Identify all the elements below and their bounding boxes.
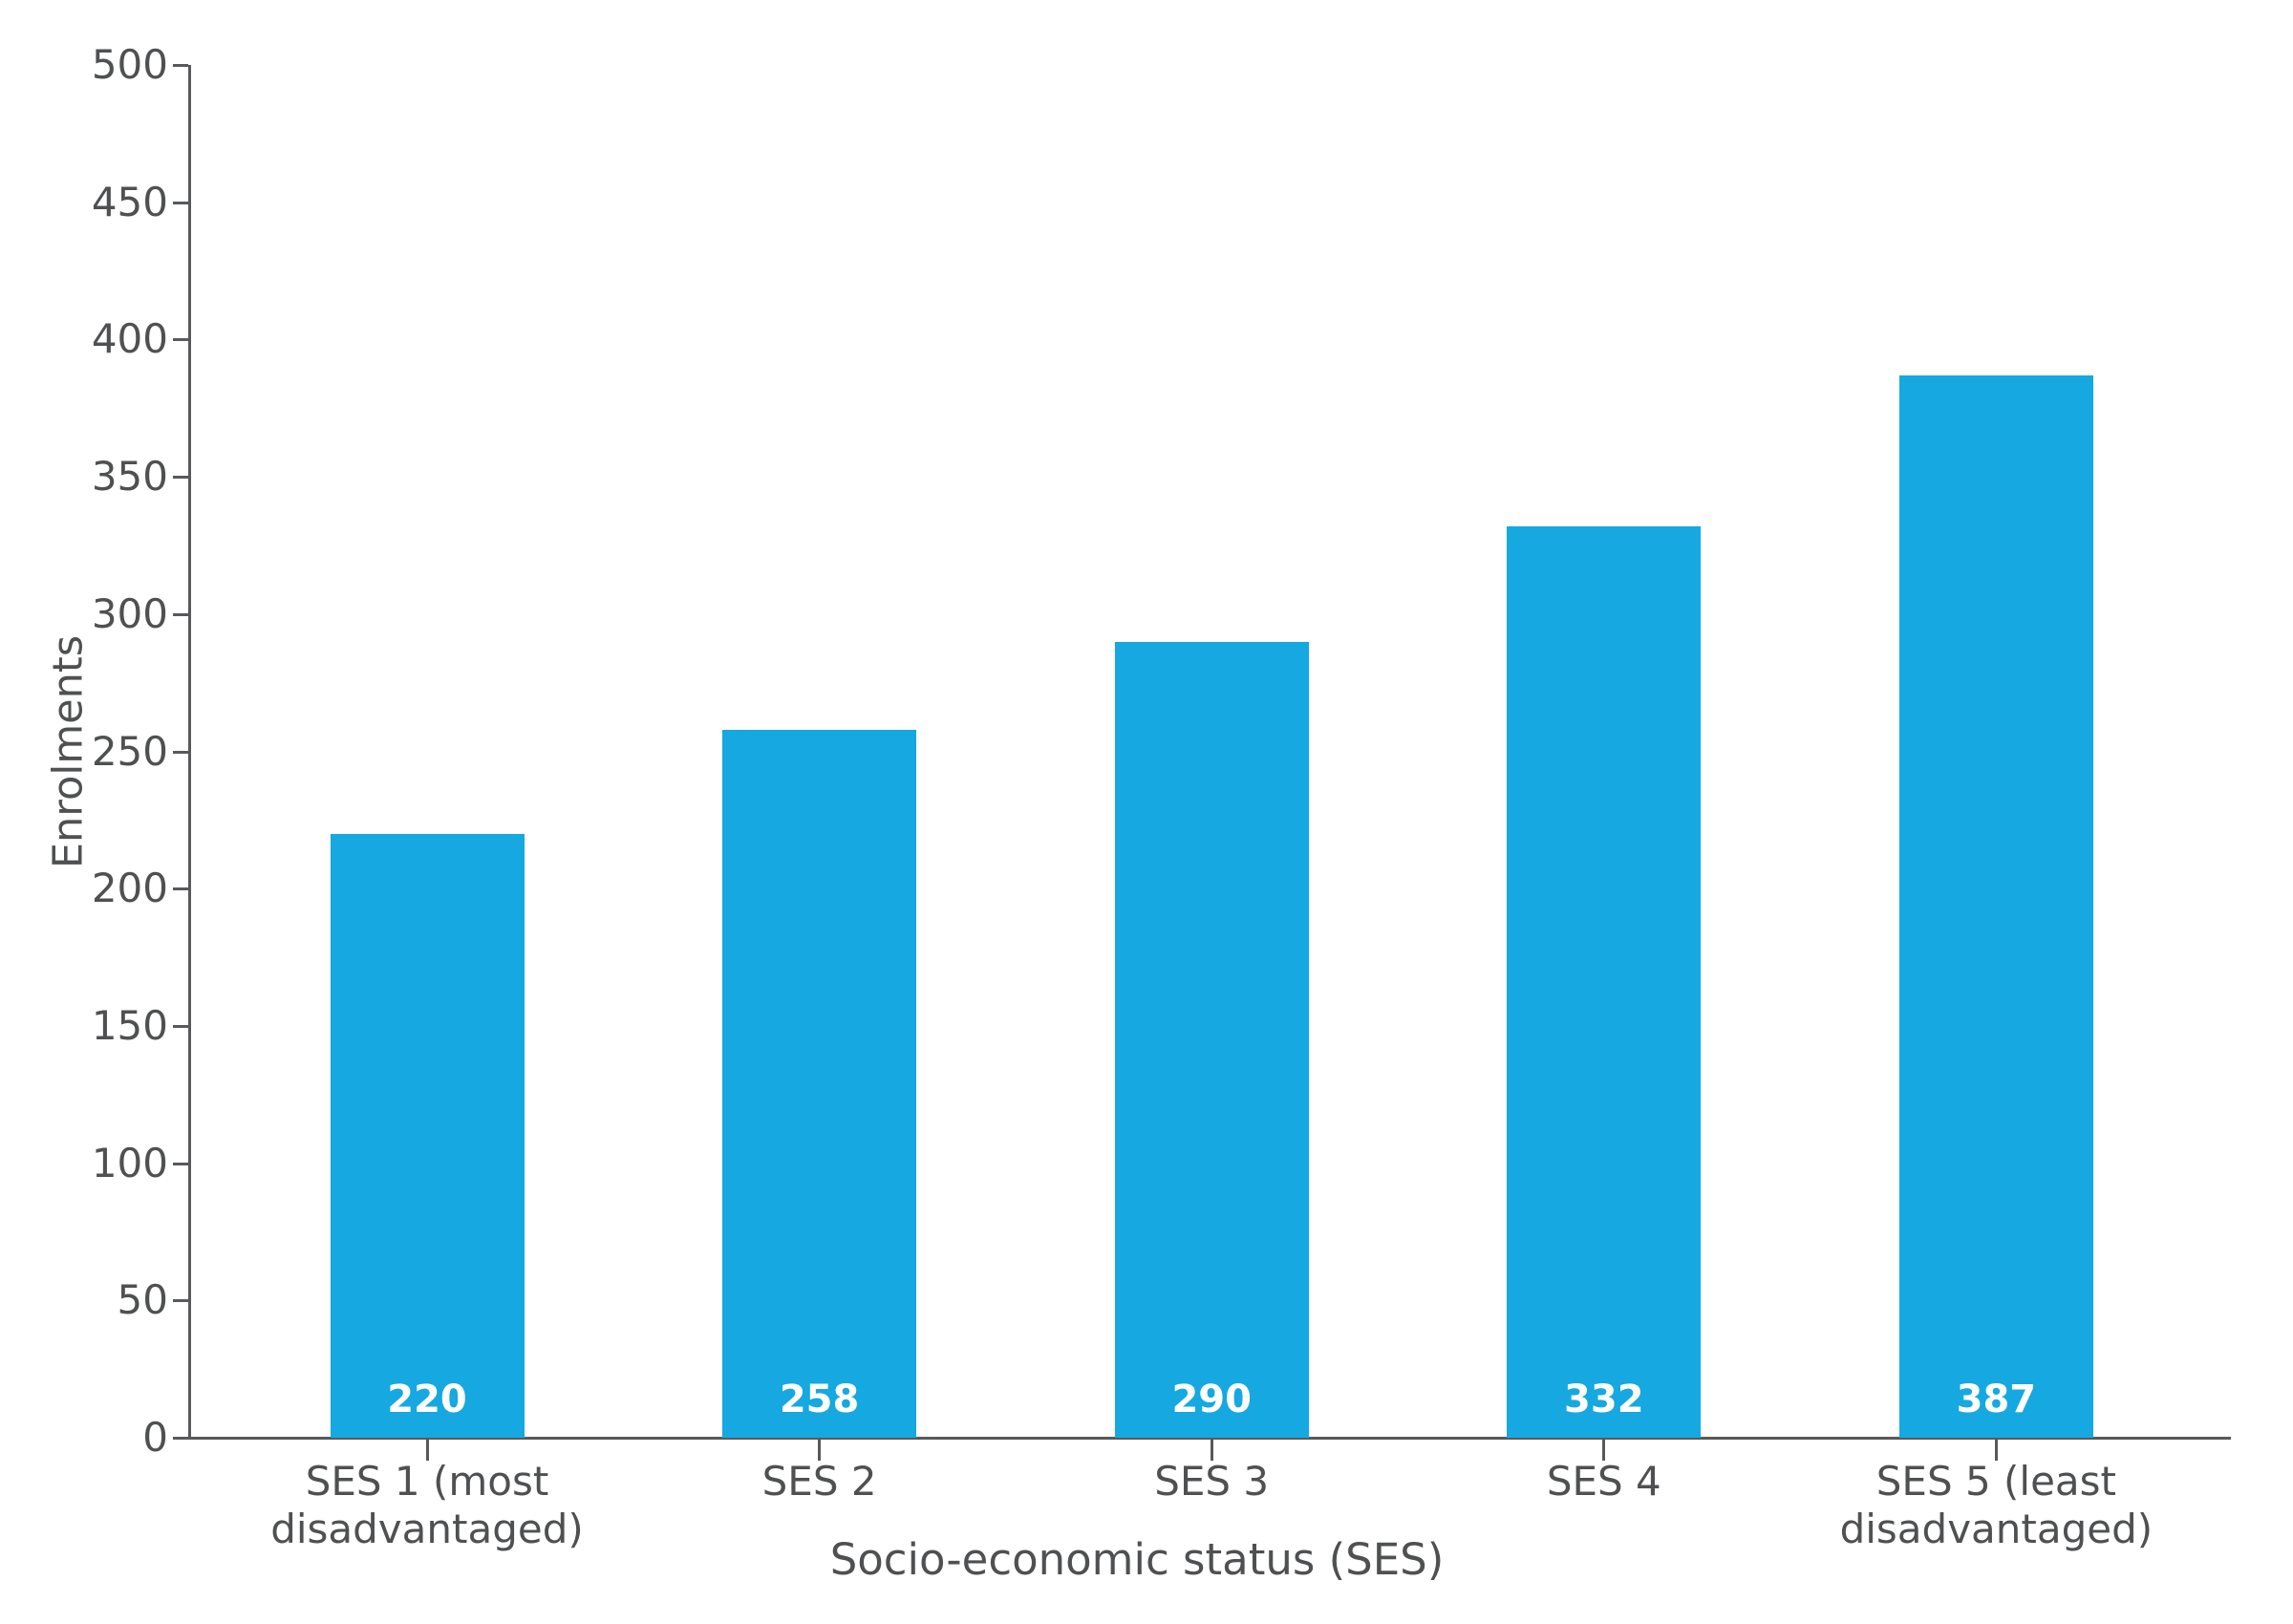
- y-axis-tick: [173, 1024, 188, 1028]
- bar-value-label: 387: [1956, 1377, 2037, 1421]
- y-axis-tick: [173, 201, 188, 204]
- y-axis-tick-label: 50: [117, 1276, 168, 1324]
- y-axis-tick: [173, 64, 188, 67]
- y-axis-tick: [173, 476, 188, 480]
- bar-value-label: 220: [387, 1377, 467, 1421]
- x-axis-line: [188, 1437, 2231, 1440]
- y-axis-tick-label: 200: [91, 865, 168, 912]
- x-axis-tick: [1210, 1440, 1213, 1461]
- x-axis-tick: [818, 1440, 822, 1461]
- y-axis-tick-label: 150: [91, 1001, 168, 1049]
- bar-value-label: 290: [1171, 1377, 1252, 1421]
- y-axis-tick-label: 0: [142, 1414, 168, 1461]
- y-axis-tick: [173, 1437, 188, 1440]
- y-axis-tick: [173, 338, 188, 342]
- y-axis-tick-label: 450: [91, 178, 168, 225]
- x-axis-tick: [425, 1440, 429, 1461]
- x-axis-title: Socio-economic status (SES): [829, 1534, 1445, 1585]
- y-axis-tick: [173, 750, 188, 754]
- y-axis-tick-label: 250: [91, 727, 168, 775]
- y-axis-tick-label: 400: [91, 315, 168, 363]
- y-axis-tick: [173, 1162, 188, 1165]
- x-category-label: SES 3: [1154, 1458, 1270, 1505]
- x-category-label: SES 4: [1546, 1458, 1661, 1505]
- bar-value-label: 332: [1564, 1377, 1644, 1421]
- y-axis-tick-label: 350: [91, 453, 168, 501]
- y-axis-tick-label: 300: [91, 589, 168, 637]
- y-axis-tick-label: 500: [91, 41, 168, 88]
- bar-ses-3: 290: [1114, 641, 1309, 1438]
- y-axis-tick: [173, 612, 188, 616]
- y-axis-tick: [173, 887, 188, 891]
- bar-value-label: 258: [779, 1377, 860, 1421]
- x-axis-tick: [1602, 1440, 1606, 1461]
- x-category-label: SES 5 (least disadvantaged): [1839, 1458, 2154, 1553]
- x-axis-tick: [1994, 1440, 1998, 1461]
- bar-ses-2: 258: [722, 729, 917, 1438]
- bar-ses-1: 220: [330, 833, 525, 1438]
- y-axis-line: [188, 65, 191, 1440]
- bar-ses-4: 332: [1507, 525, 1702, 1438]
- x-category-label: SES 1 (most disadvantaged): [270, 1458, 584, 1553]
- x-category-label: SES 2: [761, 1458, 877, 1505]
- bar-ses-5: 387: [1898, 374, 2093, 1438]
- y-axis-tick-label: 100: [91, 1139, 168, 1186]
- y-axis-tick: [173, 1299, 188, 1303]
